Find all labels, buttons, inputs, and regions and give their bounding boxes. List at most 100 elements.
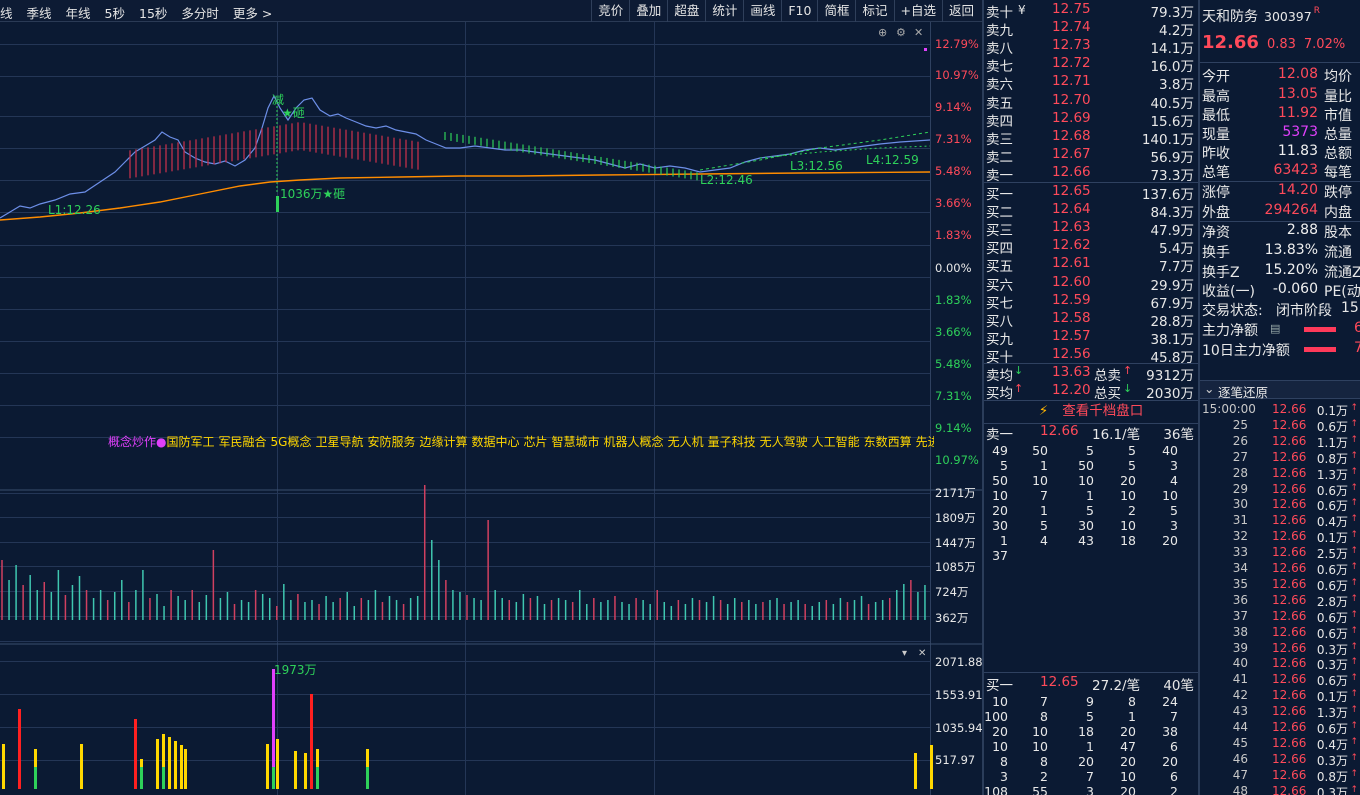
view-qiandang-button[interactable]: ⚡ 查看千档盘口 <box>984 401 1198 423</box>
dropdown-icon: ▾ <box>902 648 907 659</box>
chart-annotation: L4:12.59 <box>866 153 919 167</box>
tool-button-1[interactable]: 叠加 <box>629 0 667 22</box>
ask-level[interactable]: 卖八 12.73 14.1万 <box>984 37 1198 57</box>
bid-level[interactable]: 买一 12.65 137.6万 <box>984 183 1198 203</box>
tool-button-4[interactable]: 画线 <box>743 0 781 22</box>
chart-annotation: L1:12.26 <box>48 203 101 217</box>
period-tab-1[interactable]: 季线 <box>26 6 52 21</box>
queue-row: 3 2 7 10 6 <box>984 769 1198 784</box>
period-tab-0[interactable]: 线 <box>0 6 13 21</box>
concept-tag[interactable]: 人工智能 <box>811 435 860 449</box>
level-volume: 29.9万 <box>1150 277 1194 294</box>
queue-row: 8 8 20 20 20 <box>984 754 1198 769</box>
chart-annotation: ★砸 <box>282 106 305 120</box>
queue-order-size: 47 <box>1120 739 1136 754</box>
bid-level[interactable]: 买三 12.63 47.9万 <box>984 219 1198 239</box>
divider <box>984 182 1198 183</box>
bid-level[interactable]: 买七 12.59 67.9万 <box>984 292 1198 312</box>
ask-level[interactable]: 卖一 12.66 73.3万 <box>984 164 1198 184</box>
tool-button-0[interactable]: 竞价 <box>591 0 629 22</box>
trade-price: 12.66 <box>1272 704 1307 719</box>
trades-title: 逐笔还原 <box>1218 385 1269 400</box>
tool-button-2[interactable]: 超盘 <box>667 0 705 22</box>
price-axis-label: 12.79% <box>935 37 979 51</box>
concept-tag[interactable]: 机器人概念 <box>603 435 664 449</box>
period-tab-3[interactable]: 5秒 <box>104 6 125 21</box>
chart-annotation: L2:12.46 <box>700 173 753 187</box>
period-tab-5[interactable]: 多分时 <box>181 6 219 21</box>
concept-tag[interactable]: 卫星导航 <box>315 435 364 449</box>
level-label: 买二 <box>986 205 1013 222</box>
trade-volume: 0.6万 <box>1316 419 1348 434</box>
level-price: 12.70 <box>1052 91 1091 108</box>
bid-level[interactable]: 买九 12.57 38.1万 <box>984 328 1198 348</box>
buy-arrow-icon: ↑ <box>1350 721 1358 731</box>
concept-tag[interactable]: 安防服务 <box>367 435 416 449</box>
tool-button-9[interactable]: 返回 <box>941 0 980 22</box>
level-price: 12.69 <box>1052 109 1091 126</box>
divider <box>984 400 1198 401</box>
tool-button-6[interactable]: 简框 <box>817 0 855 22</box>
concept-tag[interactable]: 国防军工 <box>166 435 215 449</box>
queue-order-size: 10 <box>992 488 1008 503</box>
trade-price: 12.66 <box>1272 402 1307 416</box>
ask-level[interactable]: 卖四 12.69 15.6万 <box>984 109 1198 130</box>
period-tab-2[interactable]: 年线 <box>65 6 91 21</box>
level-price: 12.67 <box>1052 145 1091 162</box>
queue-order-size: 20 <box>1120 724 1136 739</box>
bid-level[interactable]: 买六 12.60 29.9万 <box>984 274 1198 294</box>
concept-tag[interactable]: 5G概念 <box>270 435 312 449</box>
ask-level[interactable]: 卖六 12.71 3.8万 <box>984 73 1198 93</box>
total-volume: 9312万 <box>1146 368 1194 384</box>
intraday-chart[interactable]: L1:12.26 L2:12.46 L3:12.56 L4:12.59 1036万★砸 ★… <box>0 22 982 795</box>
price-axis-label: 7.31% <box>935 132 972 146</box>
queue-order-size: 4 <box>1040 533 1048 548</box>
concept-tag[interactable]: 芯片 <box>523 435 548 449</box>
ask-level[interactable]: 卖七 12.72 16.0万 <box>984 55 1198 75</box>
period-tab-4[interactable]: 15秒 <box>139 6 168 21</box>
quote-field-label: 涨停 <box>1202 185 1230 201</box>
bid-level[interactable]: 买四 12.62 5.4万 <box>984 237 1198 257</box>
bid-level[interactable]: 买八 12.58 28.8万 <box>984 310 1198 330</box>
quote-row: 现量 5373 总量 <box>1200 124 1360 143</box>
ask-level[interactable]: 卖三 12.68 140.1万 <box>984 128 1198 148</box>
queue-order-size: 49 <box>992 443 1008 458</box>
indicator-axis-label: 517.97 <box>935 753 975 767</box>
concept-tag[interactable]: 智慧城市 <box>551 435 600 449</box>
ask-level[interactable]: 卖九 12.74 4.2万 <box>984 19 1198 39</box>
tool-button-7[interactable]: 标记 <box>855 0 893 22</box>
bid-level[interactable]: 买二 12.64 84.3万 <box>984 201 1198 222</box>
trades-header[interactable]: ⌄ 逐笔还原 <box>1200 380 1360 400</box>
quote-field-value: -0.060 <box>1272 281 1318 297</box>
concept-tag[interactable]: 边缘计算 <box>419 435 468 449</box>
concept-tag[interactable]: 量子科技 <box>707 435 756 449</box>
concept-tag[interactable]: 军民融合 <box>218 435 267 449</box>
concept-tag[interactable]: 无人机 <box>667 435 704 449</box>
concept-tag[interactable]: 数据中心 <box>471 435 520 449</box>
chart-annotation: 1036万★砸 <box>280 187 345 201</box>
tool-button-5[interactable]: F10 <box>781 0 817 22</box>
period-tab-6[interactable]: 更多 > <box>232 6 273 21</box>
quote-field-label: 流通Z <box>1324 265 1360 281</box>
tool-button-3[interactable]: 统计 <box>705 0 743 22</box>
queue-price: 12.65 <box>1040 674 1079 690</box>
tool-button-8[interactable]: +自选 <box>893 0 942 22</box>
concept-tag[interactable]: 东数西算 <box>863 435 912 449</box>
trade-volume: 0.6万 <box>1316 563 1348 577</box>
bid-level[interactable]: 买十 12.56 45.8万 <box>984 346 1198 366</box>
queue-order-size: 1 <box>1040 458 1048 473</box>
ask-level[interactable]: 卖五 12.70 40.5万 <box>984 91 1198 112</box>
chevron-down-icon[interactable]: ⌄ <box>1204 381 1215 396</box>
total-volume: 2030万 <box>1146 386 1194 402</box>
document-icon[interactable]: ▤ <box>1270 322 1281 335</box>
trade-price: 12.66 <box>1272 751 1307 766</box>
ask-level[interactable]: 卖二 12.67 56.9万 <box>984 145 1198 166</box>
concept-tag[interactable]: 无人驾驶 <box>759 435 808 449</box>
quote-field-label: 最高 <box>1202 89 1230 105</box>
bid-level[interactable]: 买五 12.61 7.7万 <box>984 255 1198 275</box>
concept-tag[interactable]: 先进封 <box>915 435 934 449</box>
trade-status-time: 15: <box>1341 300 1360 316</box>
buy-arrow-icon: ↑ <box>1350 673 1358 684</box>
buy-arrow-icon: ↑ <box>1350 482 1358 493</box>
ask-level[interactable]: 卖十 12.75 ¥79.3万 <box>984 1 1198 21</box>
